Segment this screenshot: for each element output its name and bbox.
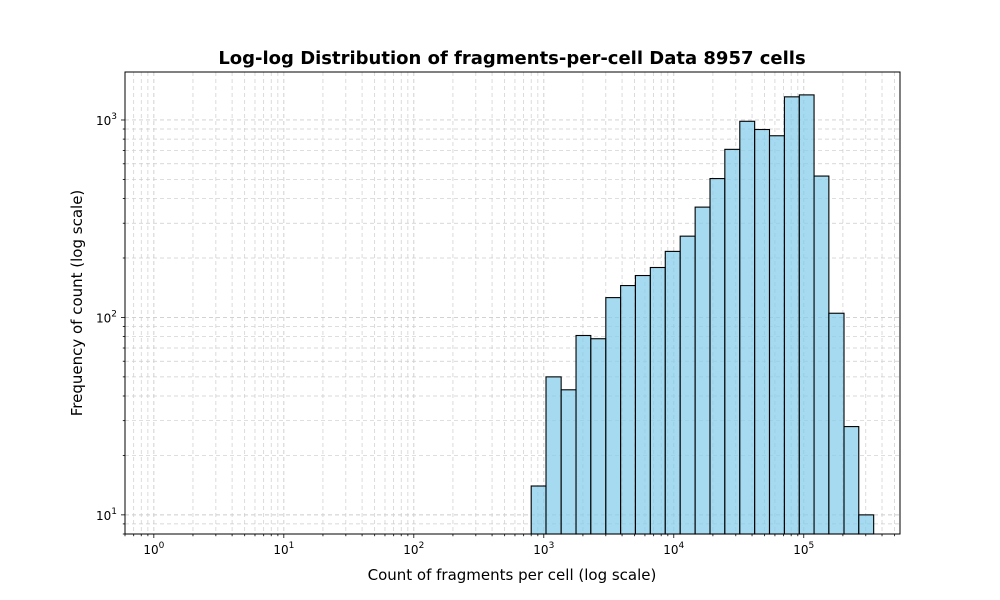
x-tick-label: 100 — [143, 541, 164, 557]
histogram-bar — [798, 94, 815, 535]
histogram-bar — [783, 96, 800, 535]
histogram-bar — [828, 312, 845, 535]
histogram-bar — [858, 514, 875, 535]
y-tick-label: 101 — [96, 507, 117, 523]
histogram-bar — [649, 266, 666, 535]
histogram-bar — [694, 206, 711, 535]
histogram-bar — [754, 128, 771, 535]
histogram-bar — [634, 274, 651, 535]
histogram-bar — [545, 376, 562, 535]
histogram-bar — [620, 285, 636, 535]
plot-frame — [124, 71, 901, 535]
histogram-bar — [590, 338, 607, 535]
x-tick-label: 104 — [663, 541, 684, 557]
histogram-bar — [724, 148, 741, 535]
x-tick-label: 102 — [403, 541, 424, 557]
histogram-bar — [843, 426, 860, 535]
histogram-bar — [575, 334, 592, 535]
x-tick-label: 101 — [273, 541, 294, 557]
histogram-bar — [709, 178, 726, 535]
x-axis-label: Count of fragments per cell (log scale) — [368, 566, 657, 584]
y-tick-label: 102 — [96, 309, 117, 325]
y-tick-label: 103 — [96, 112, 117, 128]
histogram-bar — [664, 250, 681, 535]
chart-title: Log-log Distribution of fragments-per-ce… — [218, 48, 805, 69]
histogram-bar — [739, 120, 756, 535]
histogram-bar — [605, 297, 622, 535]
y-axis-label: Frequency of count (log scale) — [68, 190, 86, 417]
x-tick-label: 103 — [533, 541, 554, 557]
x-tick-label: 105 — [793, 541, 814, 557]
histogram-bar — [813, 175, 830, 535]
histogram-bar — [560, 389, 577, 535]
histogram-bar — [768, 135, 785, 535]
histogram-bar — [530, 485, 547, 535]
y-axis-ticks: 101 102 103 — [96, 112, 125, 535]
histogram-bar — [679, 235, 696, 535]
